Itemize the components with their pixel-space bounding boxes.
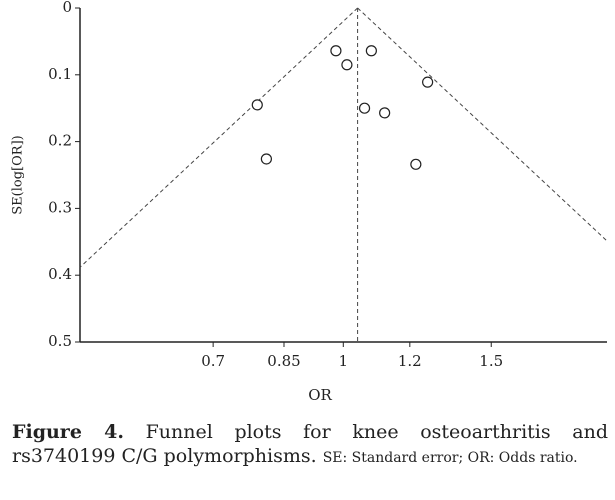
x-tick-label: 0.7 bbox=[201, 352, 225, 370]
y-tick-label: 0.3 bbox=[48, 198, 72, 216]
study-point bbox=[251, 99, 263, 111]
x-tick-label: 1 bbox=[339, 352, 349, 370]
y-tick-label: 0.2 bbox=[48, 132, 72, 150]
chart: OR SE(log[OR]) 0 0.1 0.2 0.3 0.4 0.5 0.7 0.85 1 1… bbox=[11, 0, 608, 404]
y-axis-label: SE(log[OR]) bbox=[11, 135, 26, 214]
caption-note: SE: Standard error; OR: Odds ratio. bbox=[322, 450, 578, 466]
caption: Figure 4. Funnel plots for knee osteoart… bbox=[12, 420, 608, 470]
study-point bbox=[260, 153, 272, 165]
study-point bbox=[358, 102, 371, 114]
study-point bbox=[341, 59, 353, 71]
caption-text: Funnel plots for knee osteoarthritis and… bbox=[12, 421, 608, 467]
study-point bbox=[365, 45, 377, 57]
funnel-line bbox=[79, 7, 358, 268]
y-tick-label: 0.1 bbox=[48, 65, 72, 83]
x-tick-label: 1.2 bbox=[398, 352, 422, 370]
y-tick-label: 0.4 bbox=[48, 265, 72, 283]
funnel-line bbox=[357, 7, 608, 242]
study-point bbox=[330, 45, 342, 57]
x-tick-label: 1.5 bbox=[479, 352, 503, 370]
study-point bbox=[410, 158, 422, 170]
study-point bbox=[379, 107, 391, 119]
y-tick-label: 0 bbox=[62, 0, 72, 16]
caption-label: Figure 4. bbox=[12, 421, 124, 443]
y-tick-label: 0.5 bbox=[48, 332, 72, 350]
x-axis-label: OR bbox=[308, 386, 332, 404]
x-tick-label: 0.85 bbox=[267, 352, 300, 370]
study-point bbox=[422, 76, 434, 88]
